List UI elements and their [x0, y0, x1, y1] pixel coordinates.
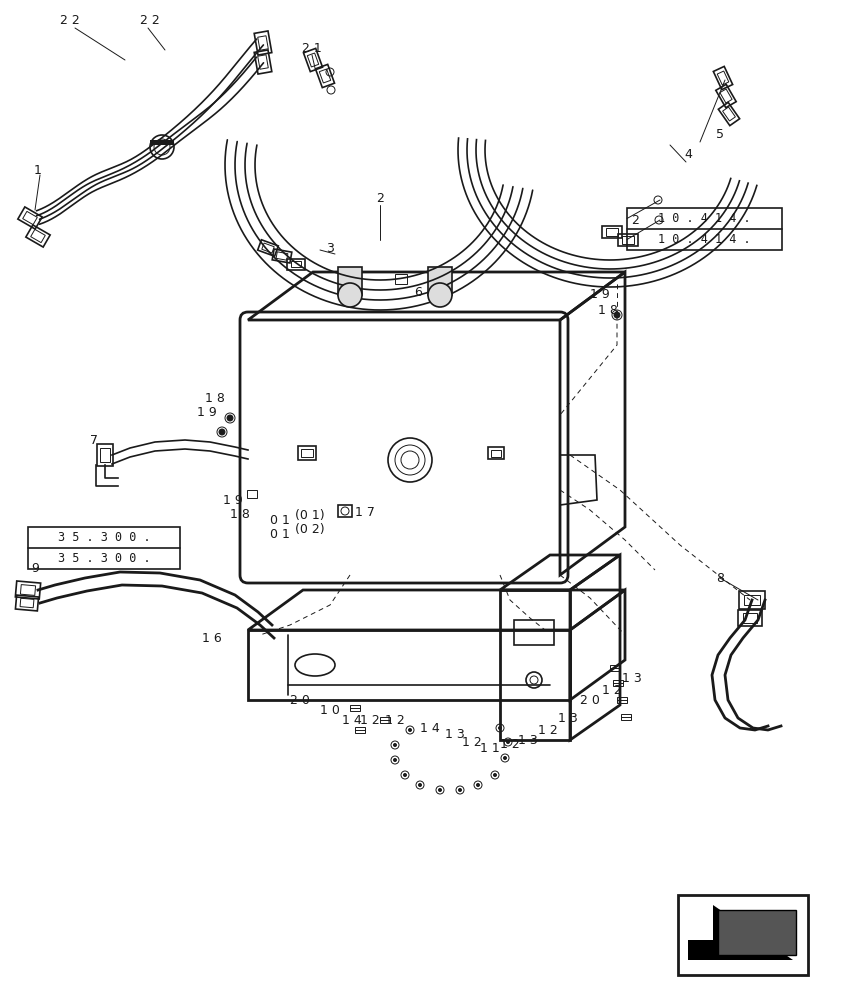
Circle shape — [428, 283, 452, 307]
Text: 1 9: 1 9 — [197, 406, 217, 418]
Bar — [355, 727, 365, 733]
Bar — [338, 267, 362, 295]
Bar — [247, 490, 257, 498]
Text: 2 1: 2 1 — [302, 41, 322, 54]
Text: (0 2): (0 2) — [295, 524, 325, 536]
Bar — [610, 665, 620, 671]
Bar — [514, 620, 554, 645]
Bar — [150, 140, 174, 145]
Text: 2 0: 2 0 — [290, 694, 310, 706]
Bar — [500, 590, 570, 740]
Text: 1 8: 1 8 — [598, 304, 618, 316]
Bar — [488, 447, 504, 459]
Bar — [338, 505, 352, 517]
Text: 1 9: 1 9 — [223, 493, 243, 506]
Text: 1 3: 1 3 — [622, 672, 642, 684]
Text: 9: 9 — [31, 562, 39, 574]
Bar — [491, 450, 501, 457]
Text: 1 2: 1 2 — [500, 738, 520, 752]
Circle shape — [458, 788, 462, 792]
Text: 2: 2 — [631, 214, 639, 227]
Circle shape — [493, 773, 497, 777]
Text: 1 1: 1 1 — [481, 742, 500, 754]
Circle shape — [393, 758, 397, 762]
Text: 0 1: 0 1 — [270, 528, 290, 542]
Text: 1 8: 1 8 — [230, 508, 250, 520]
Text: 0 1: 0 1 — [270, 514, 290, 526]
Text: 2 2: 2 2 — [140, 13, 160, 26]
Text: 4: 4 — [684, 148, 692, 161]
Text: 1 2: 1 2 — [385, 714, 405, 726]
Text: 7: 7 — [90, 434, 98, 446]
Text: 1 6: 1 6 — [202, 632, 222, 645]
Circle shape — [227, 415, 233, 421]
Text: 2: 2 — [376, 192, 384, 205]
Bar — [627, 208, 782, 250]
Bar — [298, 446, 316, 460]
Circle shape — [418, 783, 422, 787]
Text: 1 0 . 4 1 4 .: 1 0 . 4 1 4 . — [659, 233, 751, 246]
Polygon shape — [688, 905, 793, 960]
Bar — [28, 527, 180, 569]
Text: 1 0: 1 0 — [320, 704, 340, 716]
Bar — [395, 274, 407, 284]
Bar — [613, 680, 623, 686]
Text: 1 8: 1 8 — [205, 391, 225, 404]
Bar — [301, 449, 313, 457]
Text: 2 0: 2 0 — [580, 694, 600, 706]
Bar — [248, 630, 570, 700]
Text: 1 2: 1 2 — [602, 684, 622, 696]
Text: 1 3: 1 3 — [518, 734, 538, 746]
Text: 1 2: 1 2 — [538, 724, 558, 736]
Bar — [380, 717, 390, 723]
Circle shape — [476, 783, 480, 787]
Text: 1 7: 1 7 — [355, 506, 375, 518]
Text: 1 4: 1 4 — [420, 722, 440, 734]
Bar — [350, 705, 360, 711]
Bar — [678, 895, 808, 975]
Text: 3 5 . 3 0 0 .: 3 5 . 3 0 0 . — [58, 552, 150, 565]
Text: 1 0 . 4 1 4 .: 1 0 . 4 1 4 . — [659, 212, 751, 225]
Circle shape — [338, 283, 362, 307]
Bar — [617, 697, 627, 703]
Circle shape — [393, 743, 397, 747]
Circle shape — [498, 726, 502, 730]
Bar — [428, 267, 452, 295]
Circle shape — [614, 312, 620, 318]
Circle shape — [403, 773, 407, 777]
Text: 1 2: 1 2 — [462, 736, 482, 748]
Circle shape — [219, 429, 225, 435]
Text: 5: 5 — [716, 128, 724, 141]
Text: 3: 3 — [326, 241, 334, 254]
Text: 8: 8 — [716, 572, 724, 584]
Text: 2 2: 2 2 — [60, 13, 80, 26]
Text: 1 3: 1 3 — [445, 728, 465, 742]
Text: 6: 6 — [414, 286, 422, 298]
Text: 1 9: 1 9 — [590, 288, 610, 302]
Text: 1 2: 1 2 — [360, 714, 380, 726]
Circle shape — [408, 728, 412, 732]
Text: 1 4: 1 4 — [343, 714, 362, 726]
Circle shape — [506, 740, 510, 744]
Text: 1 3: 1 3 — [558, 712, 578, 724]
Text: (0 1): (0 1) — [295, 508, 325, 522]
Text: 1: 1 — [34, 163, 42, 176]
Circle shape — [503, 756, 507, 760]
Circle shape — [438, 788, 442, 792]
Polygon shape — [718, 910, 796, 955]
Text: 3 5 . 3 0 0 .: 3 5 . 3 0 0 . — [58, 531, 150, 544]
Bar — [621, 714, 631, 720]
